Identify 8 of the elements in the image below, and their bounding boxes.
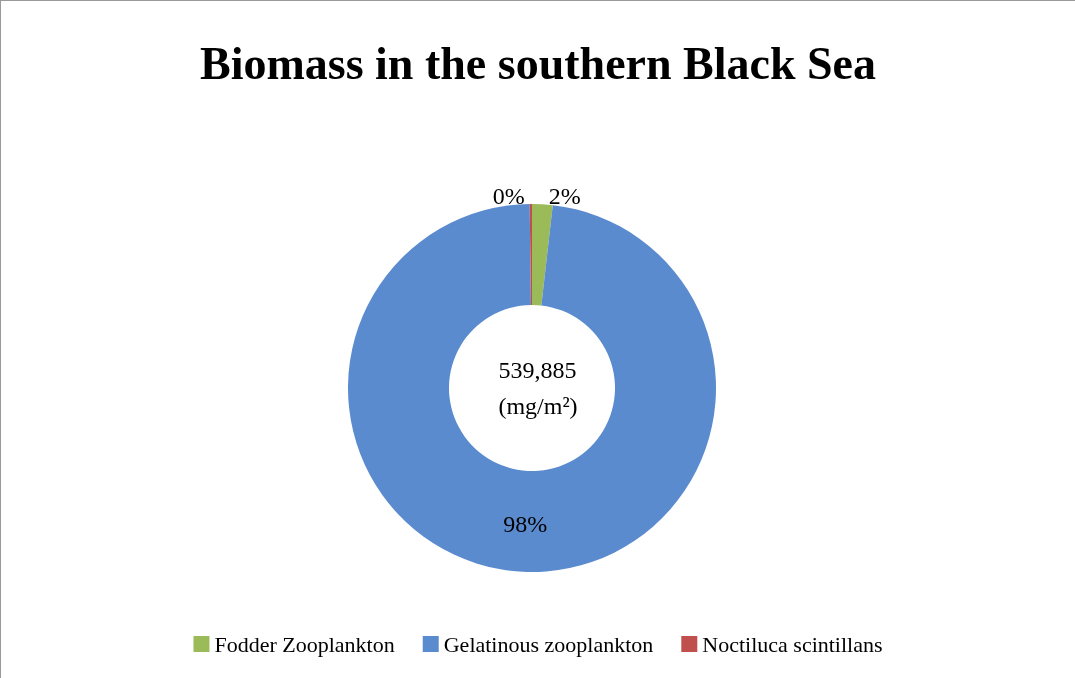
chart-title: Biomass in the southern Black Sea [199,37,877,89]
data-label: 0% [492,183,525,209]
data-label: 2% [548,183,581,210]
text: 539,885 (mg/m²) [498,357,578,419]
legend-label: Gelatinous zooplankton [443,631,654,657]
legend-label: Fodder Zooplankton [214,631,395,657]
legend-label: Noctiluca scintillans [702,631,883,657]
data-label: 98% [503,511,548,538]
